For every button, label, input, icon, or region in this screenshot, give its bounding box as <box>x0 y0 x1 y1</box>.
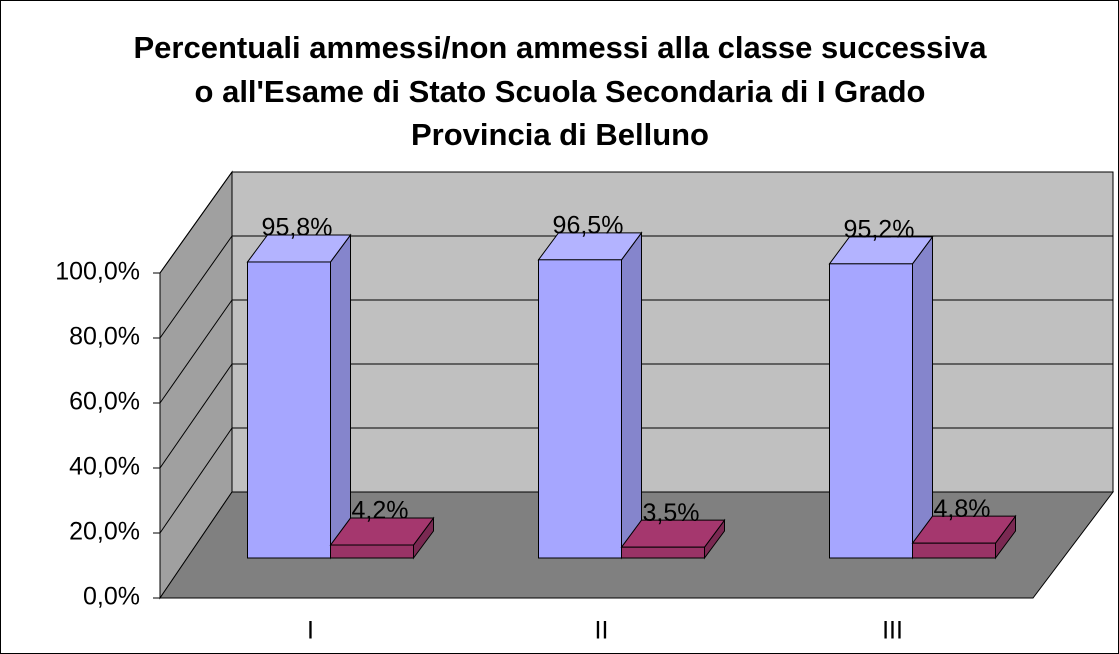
x-tick-label: I <box>307 617 314 645</box>
bar-front <box>912 542 996 559</box>
data-label: 96,5% <box>553 211 624 239</box>
data-label: 3,5% <box>643 499 700 527</box>
back-wall <box>231 171 1114 493</box>
grid-line <box>159 299 233 404</box>
bar-front <box>538 259 622 559</box>
bar-front <box>829 263 913 559</box>
bar-front <box>621 546 705 559</box>
grid-line <box>159 235 233 339</box>
grid-line <box>159 363 233 469</box>
data-label: 4,8% <box>934 495 991 523</box>
x-tick-label: III <box>882 617 903 645</box>
y-tick-label: 0,0% <box>83 583 140 611</box>
chart-title: o all'Esame di Stato Scuola Secondaria d… <box>195 74 926 109</box>
bar-front <box>330 544 414 559</box>
y-tick-label: 80,0% <box>69 323 140 351</box>
chart-title: Percentuali ammessi/non ammessi alla cla… <box>133 30 987 65</box>
bar <box>911 514 1017 560</box>
bar-side <box>621 231 642 560</box>
grid-line <box>159 171 233 274</box>
bar <box>828 235 934 560</box>
y-tick-label: 20,0% <box>69 518 140 546</box>
data-label: 95,8% <box>262 214 333 242</box>
data-label: 4,2% <box>352 497 409 525</box>
bar-front <box>247 261 331 559</box>
bar <box>620 518 726 560</box>
y-tick-label: 40,0% <box>69 453 140 481</box>
x-tick-label: II <box>595 617 609 645</box>
y-tick-label: 60,0% <box>69 388 140 416</box>
bar-side <box>912 235 933 560</box>
y-tick-label: 100,0% <box>55 258 140 286</box>
bar <box>329 516 435 560</box>
chart-title: Provincia di Belluno <box>411 117 709 152</box>
bar <box>537 231 643 560</box>
bar-side <box>330 233 351 560</box>
plot: 0,0% 20,0% 40,0% 60,0% 80,0% 100,0% I 95,8% 4,2%… <box>55 171 1113 645</box>
bar <box>246 233 352 560</box>
data-label: 95,2% <box>844 215 915 243</box>
grid-line <box>159 427 233 534</box>
